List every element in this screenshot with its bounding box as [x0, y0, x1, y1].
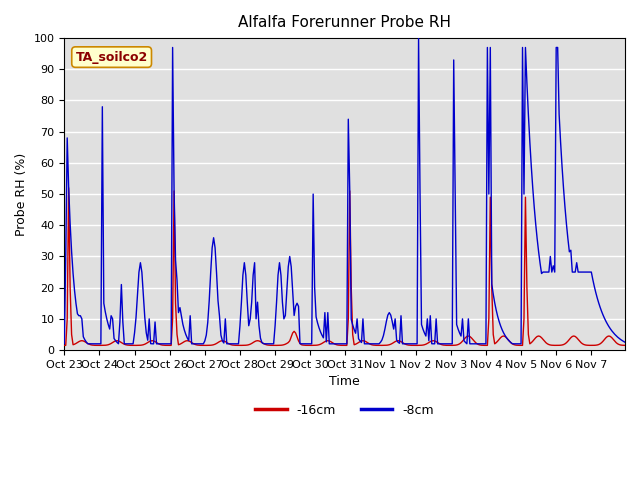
Text: TA_soilco2: TA_soilco2 [76, 50, 148, 63]
Y-axis label: Probe RH (%): Probe RH (%) [15, 153, 28, 236]
Legend: -16cm, -8cm: -16cm, -8cm [250, 399, 439, 422]
Title: Alfalfa Forerunner Probe RH: Alfalfa Forerunner Probe RH [238, 15, 451, 30]
X-axis label: Time: Time [329, 375, 360, 388]
